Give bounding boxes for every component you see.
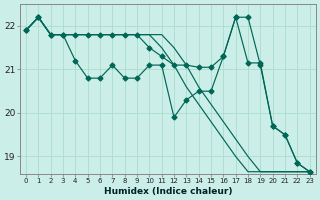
X-axis label: Humidex (Indice chaleur): Humidex (Indice chaleur): [104, 187, 232, 196]
